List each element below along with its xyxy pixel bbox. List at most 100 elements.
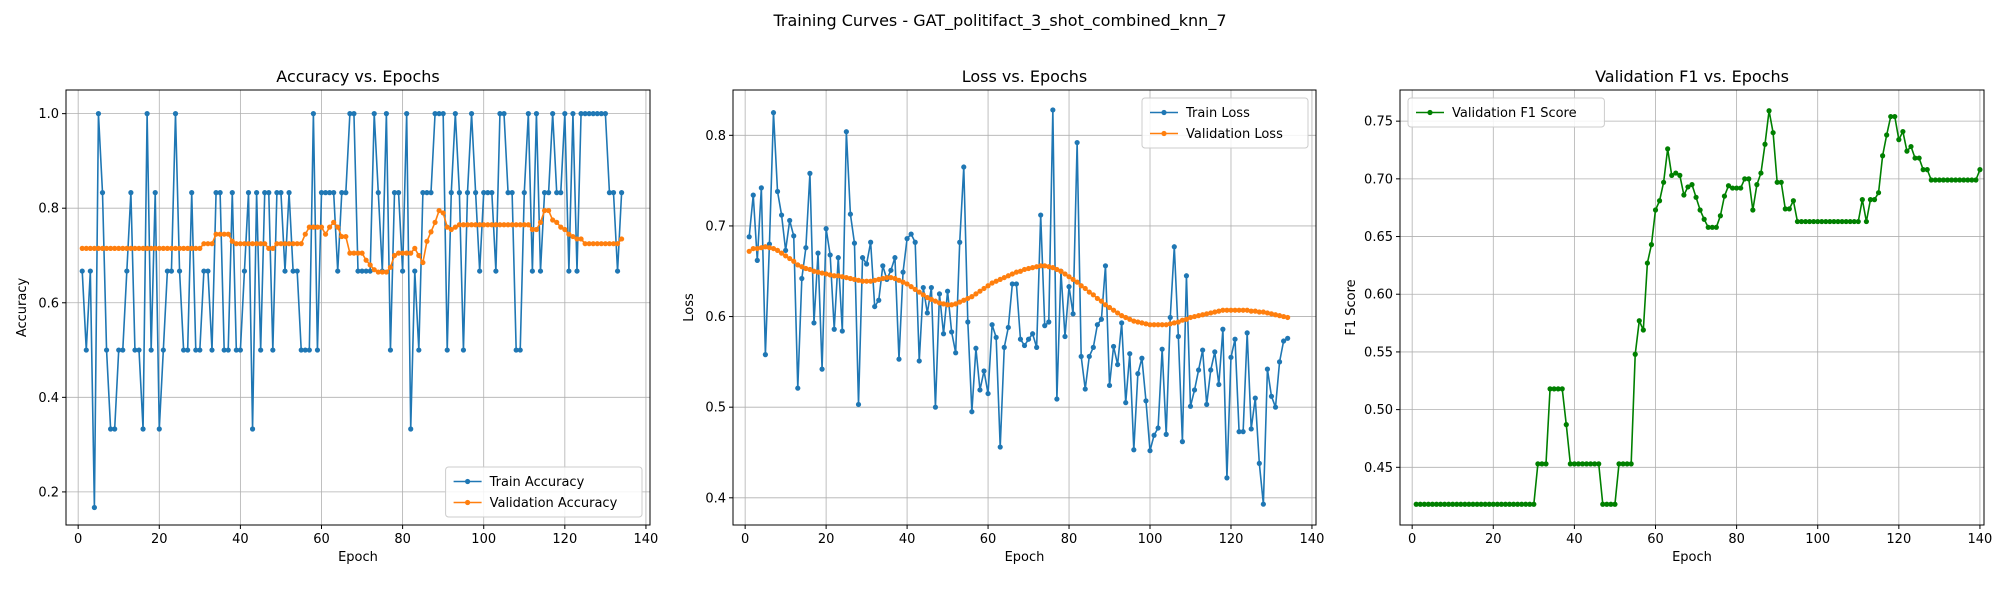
data-point: [819, 270, 825, 276]
data-point: [619, 236, 625, 242]
chart-title: Validation F1 vs. Epochs: [1595, 67, 1789, 86]
data-point: [1175, 319, 1181, 325]
data-point: [1904, 148, 1910, 154]
data-point: [335, 268, 341, 274]
data-point: [160, 347, 166, 353]
data-point: [176, 245, 183, 251]
data-point: [1216, 308, 1222, 314]
data-point: [266, 190, 272, 196]
data-point: [989, 280, 995, 286]
data-point: [432, 111, 438, 117]
data-point: [944, 288, 951, 294]
data-point: [1228, 307, 1234, 313]
data-point: [1458, 501, 1464, 507]
data-point: [1195, 367, 1202, 373]
data-point: [391, 190, 398, 196]
data-point: [1110, 307, 1117, 313]
data-point: [1244, 330, 1250, 336]
data-point: [290, 241, 296, 247]
data-point: [582, 241, 588, 247]
data-point: [1224, 307, 1230, 313]
data-point: [1220, 326, 1226, 332]
y-axis-label: Loss: [682, 293, 697, 322]
data-point: [831, 273, 837, 279]
data-point: [189, 245, 195, 251]
x-tick-label: 80: [1061, 532, 1078, 547]
data-point: [574, 236, 580, 242]
data-point: [1429, 501, 1436, 507]
data-point: [1462, 501, 1468, 507]
data-point: [1677, 172, 1683, 178]
data-point: [1285, 335, 1291, 341]
data-point: [936, 291, 943, 297]
data-point: [1054, 266, 1060, 273]
data-point: [754, 245, 760, 252]
data-point: [872, 303, 878, 310]
data-point: [249, 426, 256, 432]
legend-label: Validation F1 Score: [1452, 106, 1577, 121]
data-point: [408, 426, 414, 432]
data-point: [940, 301, 947, 307]
data-point: [148, 347, 154, 353]
data-point: [758, 245, 764, 251]
data-point: [985, 283, 991, 289]
data-point: [108, 426, 114, 432]
data-point: [1135, 319, 1141, 325]
data-point: [1054, 396, 1060, 402]
data-point: [977, 387, 983, 393]
data-point: [1098, 316, 1105, 322]
data-point: [314, 224, 321, 230]
data-point: [529, 268, 535, 274]
data-point: [136, 347, 142, 353]
data-point: [961, 297, 967, 303]
data-point: [787, 255, 793, 262]
data-point: [193, 245, 199, 251]
data-point: [156, 245, 162, 251]
data-point: [1119, 313, 1125, 319]
data-point: [225, 231, 231, 237]
y-tick-label: 0.60: [1364, 288, 1393, 303]
data-point: [274, 241, 280, 247]
data-point: [1268, 393, 1275, 399]
data-point: [1240, 429, 1246, 435]
data-point: [766, 241, 773, 247]
data-point: [900, 279, 906, 285]
legend-label: Validation Accuracy: [490, 496, 618, 511]
legend-swatch-marker: [1161, 130, 1167, 137]
data-point: [168, 245, 175, 251]
data-point: [965, 319, 971, 325]
data-point: [847, 275, 854, 282]
data-point: [1953, 177, 1959, 183]
data-point: [750, 192, 756, 198]
data-point: [505, 222, 511, 228]
data-point: [578, 236, 584, 242]
data-point: [574, 268, 580, 274]
data-point: [1159, 322, 1165, 328]
data-point: [513, 347, 519, 353]
data-point: [1248, 426, 1254, 432]
data-point: [1413, 501, 1419, 507]
data-point: [87, 268, 93, 274]
data-point: [750, 245, 756, 252]
data-point: [1855, 218, 1861, 225]
data-point: [136, 245, 142, 251]
data-point: [201, 268, 207, 274]
data-point: [981, 368, 987, 374]
data-point: [1005, 324, 1011, 331]
data-point: [904, 236, 910, 242]
data-point: [602, 111, 608, 117]
data-point: [95, 111, 102, 117]
series-validation-loss: [746, 244, 1291, 328]
data-point: [310, 224, 316, 230]
data-point: [1256, 460, 1262, 466]
data-point: [1200, 312, 1206, 318]
data-point: [1115, 310, 1121, 316]
data-point: [1078, 283, 1084, 289]
data-point: [262, 190, 268, 196]
data-point: [1425, 501, 1431, 507]
data-point: [258, 347, 264, 353]
data-point: [993, 278, 999, 284]
data-point: [1252, 308, 1258, 314]
data-point: [452, 111, 458, 117]
data-point: [791, 258, 797, 264]
